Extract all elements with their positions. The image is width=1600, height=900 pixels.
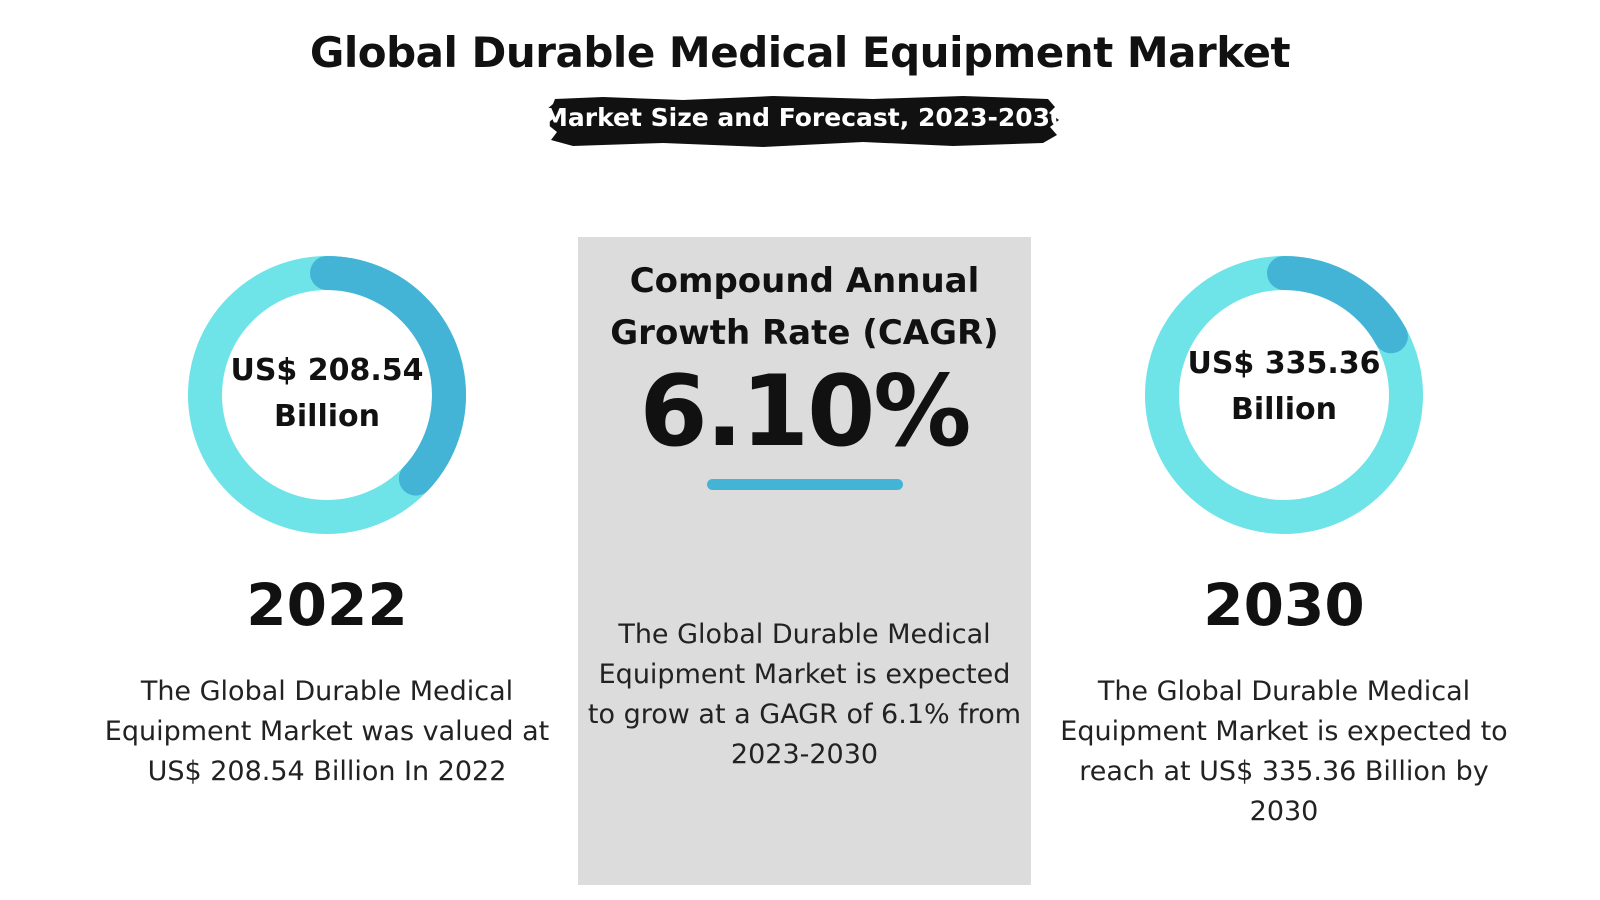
ring-progress-arc [188, 256, 466, 534]
year-2022-heading: 2022 [246, 571, 408, 639]
cagr-underline-divider [707, 479, 903, 490]
ring-chart-2030: US$ 335.36 Billion [1144, 255, 1424, 535]
value-2022-amount: US$ 208.54 [230, 353, 424, 388]
description-2030: The Global Durable Medical Equipment Mar… [1060, 676, 1508, 827]
value-2030: US$ 335.36 Billion [1164, 341, 1404, 433]
cagr-label: Compound Annual Growth Rate (CAGR) [578, 255, 1031, 359]
value-2022-unit: Billion [274, 399, 380, 434]
subtitle-text: Market Size and Forecast, 2023-2030 [543, 103, 1068, 132]
year-2030-heading: 2030 [1203, 571, 1365, 639]
cagr-value: 6.10% [639, 355, 972, 469]
ring-progress-arc [1145, 256, 1423, 534]
value-2030-amount: US$ 335.36 [1187, 346, 1381, 381]
value-2030-unit: Billion [1231, 392, 1337, 427]
cagr-label-line1: Compound Annual [629, 261, 980, 301]
ring-chart-2022: US$ 208.54 Billion [187, 255, 467, 535]
description-2022: The Global Durable Medical Equipment Mar… [104, 676, 550, 787]
page-title: Global Durable Medical Equipment Market [309, 28, 1291, 77]
cagr-panel: Compound Annual Growth Rate (CAGR) 6.10%… [578, 237, 1031, 885]
cagr-label-line2: Growth Rate (CAGR) [610, 313, 999, 353]
value-2022: US$ 208.54 Billion [207, 348, 447, 440]
brush-stroke-background [546, 96, 1059, 147]
cagr-description: The Global Durable Medical Equipment Mar… [587, 619, 1022, 770]
subtitle-banner: Market Size and Forecast, 2023-2030 [543, 93, 1068, 149]
